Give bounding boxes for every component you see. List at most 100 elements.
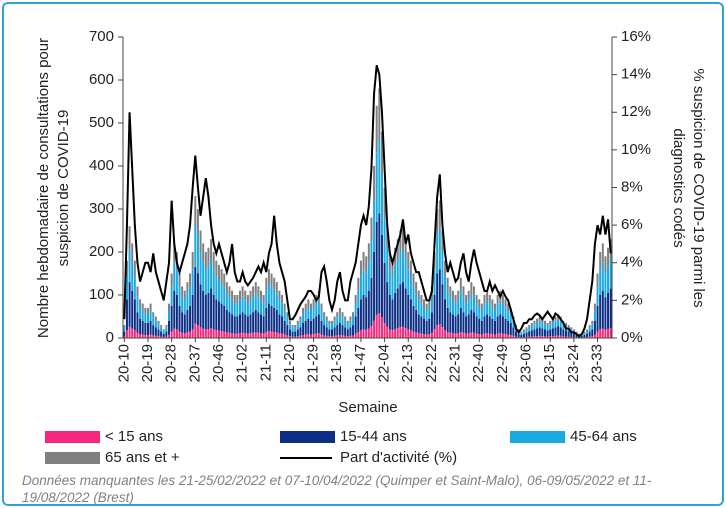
bar-segment <box>299 335 302 338</box>
bar-segment <box>291 327 294 332</box>
bar-segment <box>528 327 531 332</box>
bar-segment <box>270 286 273 306</box>
bar-segment <box>601 262 604 291</box>
bar-segment <box>128 248 131 283</box>
bar-segment <box>141 320 144 335</box>
bar-segment <box>570 336 573 338</box>
bar-segment <box>262 316 265 334</box>
bar-segment <box>604 297 607 330</box>
bar-segment <box>496 303 499 317</box>
bar-segment <box>270 273 273 287</box>
bar-segment <box>359 260 362 277</box>
bar-segment <box>160 336 163 338</box>
bar-segment <box>217 264 220 280</box>
bar-segment <box>304 303 307 311</box>
bar-segment <box>312 307 315 319</box>
bar-segment <box>296 324 299 330</box>
bar-segment <box>459 289 462 308</box>
bar-segment <box>139 334 142 338</box>
bar-segment <box>257 312 260 333</box>
bar-segment <box>546 330 549 337</box>
bar-segment <box>333 335 336 338</box>
bar-segment <box>233 333 236 338</box>
bar-segment <box>488 303 491 317</box>
bar-segment <box>543 329 546 337</box>
bar-segment <box>173 290 176 329</box>
bar-segment <box>178 331 181 338</box>
bar-segment <box>299 327 302 336</box>
bar-segment <box>299 316 302 321</box>
bar-segment <box>378 138 381 214</box>
bar-segment <box>512 327 515 336</box>
bar-segment <box>538 320 541 328</box>
bar-segment <box>446 331 449 338</box>
bar-segment <box>204 295 207 330</box>
bar-segment <box>446 289 449 308</box>
bar-segment <box>588 331 591 337</box>
bar-segment <box>415 310 418 333</box>
bar-segment <box>370 277 373 326</box>
bar-segment <box>538 316 541 321</box>
bar-segment <box>246 303 249 317</box>
bar-segment <box>217 279 220 302</box>
bar-segment <box>191 329 194 338</box>
bar-segment <box>144 322 147 335</box>
bar-segment <box>607 247 610 266</box>
bar-segment <box>575 331 578 333</box>
bar-segment <box>220 269 223 283</box>
bar-segment <box>286 325 289 336</box>
bar-segment <box>475 295 478 304</box>
bar-segment <box>223 286 226 306</box>
bar-segment <box>320 320 323 335</box>
bar-segment <box>425 303 428 311</box>
bar-segment <box>331 324 334 330</box>
bar-segment <box>249 314 252 334</box>
bar-segment <box>131 290 134 329</box>
bar-segment <box>554 327 557 336</box>
bar-segment <box>365 297 368 330</box>
bar-segment <box>472 312 475 333</box>
bar-segment <box>478 318 481 335</box>
bar-segment <box>517 333 520 338</box>
bar-segment <box>601 328 604 338</box>
bar-segment <box>483 333 486 338</box>
bar-segment <box>170 331 173 338</box>
bar-segment <box>588 336 591 338</box>
bar-segment <box>207 247 210 266</box>
bar-segment <box>378 88 381 139</box>
x-tick-label: 21-02 <box>234 344 251 382</box>
bar-segment <box>601 290 604 329</box>
x-tick-label: 20-19 <box>139 344 156 382</box>
bar-segment <box>575 334 578 338</box>
bar-segment <box>246 295 249 304</box>
bar-segment <box>362 329 365 338</box>
bar-segment <box>189 273 192 287</box>
bar-segment <box>365 329 368 338</box>
bar-segment <box>564 336 567 338</box>
bar-segment <box>183 333 186 338</box>
bar-segment <box>265 289 268 308</box>
bar-segment <box>357 289 360 308</box>
bar-segment <box>125 299 128 331</box>
x-tick-label: 23-24 <box>565 344 582 382</box>
bar-segment <box>349 320 352 328</box>
bar-segment <box>391 330 394 338</box>
bar-segment <box>291 331 294 337</box>
y2-tick-label: 12% <box>621 103 651 120</box>
bar-segment <box>459 277 462 290</box>
bar-segment <box>275 332 278 338</box>
bar-segment <box>483 295 486 304</box>
bar-segment <box>215 276 218 300</box>
bar-segment <box>173 328 176 338</box>
bar-segment <box>196 234 199 274</box>
bar-segment <box>436 325 439 338</box>
bar-segment <box>220 282 223 304</box>
bar-segment <box>562 324 565 330</box>
bar-segment <box>273 307 276 332</box>
bar-segment <box>328 329 331 337</box>
bar-segment <box>315 333 318 338</box>
bar-segment <box>457 314 460 334</box>
bar-segment <box>370 217 373 242</box>
bar-segment <box>333 327 336 336</box>
bar-segment <box>249 333 252 338</box>
